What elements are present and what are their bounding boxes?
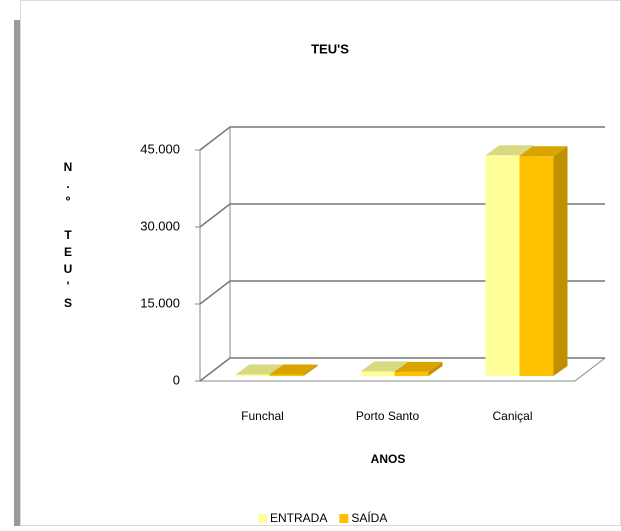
bar-front (394, 371, 429, 376)
bar-top (235, 364, 284, 375)
y-tick-label: 45.000 (140, 141, 180, 156)
x-tick-label: Caniçal (492, 409, 532, 423)
bar-top (394, 361, 443, 372)
bar-top (269, 364, 318, 375)
legend-swatch (339, 514, 349, 523)
grid-line (199, 126, 605, 151)
bar-top (519, 146, 568, 157)
legend-swatch (258, 514, 267, 523)
bar-front (485, 155, 520, 376)
legend-label: SAÍDA (351, 510, 387, 525)
x-axis-label: ANOS (371, 452, 406, 466)
bar-front (519, 156, 554, 376)
frame-shadow (14, 20, 20, 526)
bar-top (360, 361, 409, 372)
x-tick-label: Porto Santo (356, 409, 420, 423)
bar-side (428, 361, 443, 376)
grid-line (199, 203, 605, 228)
y-axis-label: N.º TEU'S (61, 160, 75, 313)
bar-front (360, 371, 395, 376)
bar-side (553, 146, 568, 376)
bar-front (235, 374, 270, 376)
y-tick-label: 0 (173, 372, 180, 387)
legend-label: ENTRADA (270, 511, 327, 525)
y-tick-label: 30.000 (140, 218, 180, 233)
y-tick-label: 15.000 (140, 295, 180, 310)
x-tick-label: Funchal (241, 409, 284, 423)
chart-title: TEU'S (311, 41, 349, 56)
bar-side (303, 364, 318, 376)
bar-front (269, 374, 304, 376)
floor-right (574, 357, 606, 382)
grid-line (199, 280, 605, 305)
grid-line (199, 357, 605, 382)
bar-top (485, 145, 534, 156)
